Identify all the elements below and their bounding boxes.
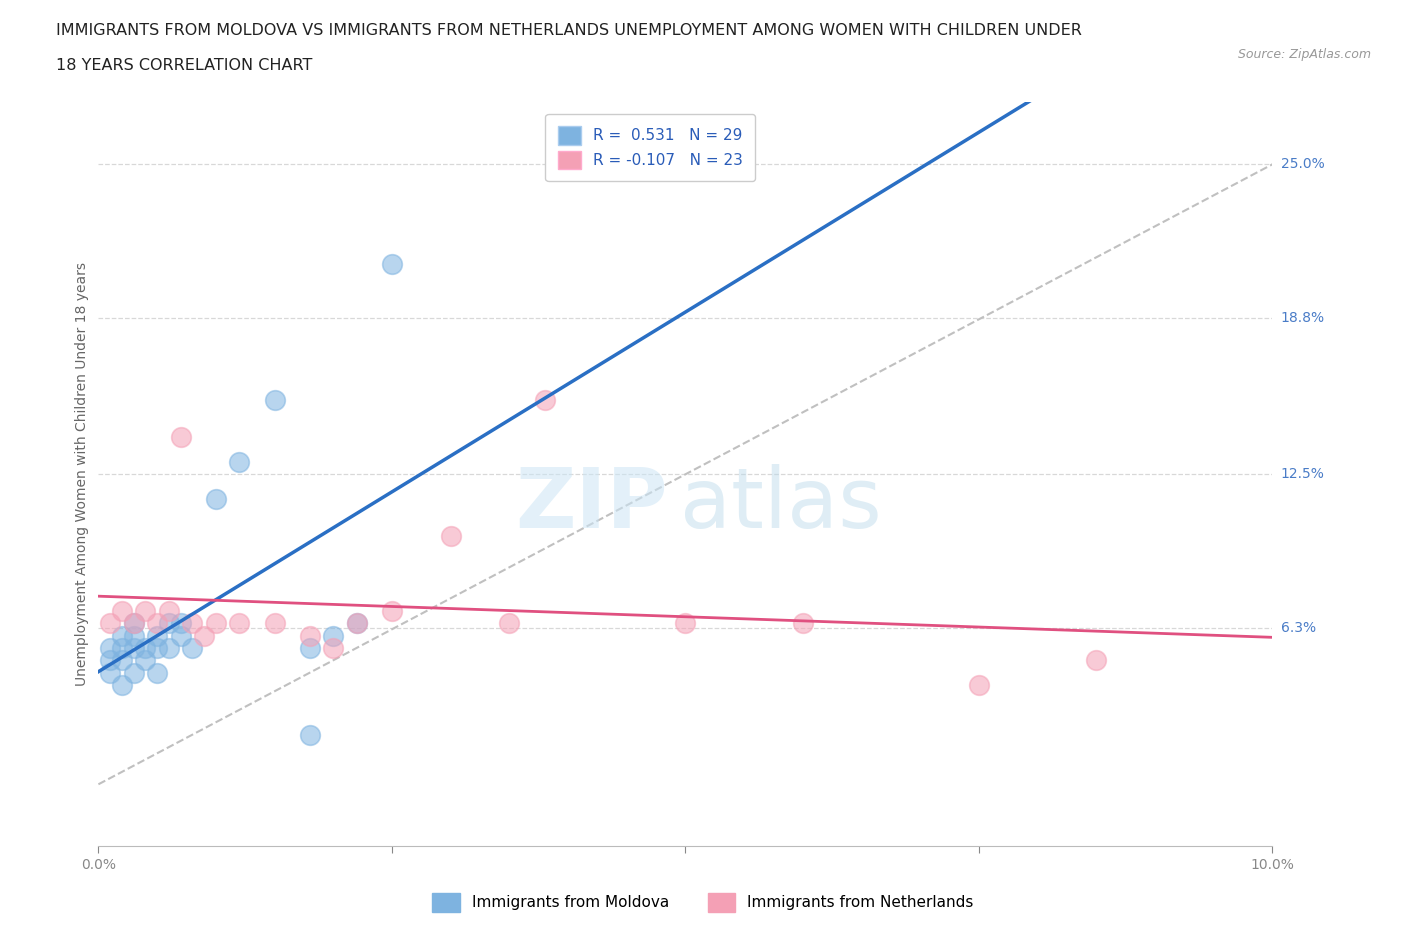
Point: [122, 616, 145, 631]
Point: [181, 616, 204, 631]
Point: [134, 641, 156, 656]
Point: [967, 678, 990, 693]
Point: [157, 604, 180, 618]
Point: [122, 641, 145, 656]
Point: [792, 616, 814, 631]
Point: [98, 641, 121, 656]
Point: [439, 529, 461, 544]
Point: [98, 653, 121, 668]
Y-axis label: Unemployment Among Women with Children Under 18 years: Unemployment Among Women with Children U…: [76, 262, 90, 686]
Point: [111, 628, 134, 643]
Point: [205, 492, 228, 507]
Text: Source: ZipAtlas.com: Source: ZipAtlas.com: [1237, 48, 1371, 61]
Point: [146, 628, 169, 643]
Point: [146, 641, 169, 656]
Text: ZIP: ZIP: [516, 463, 668, 545]
Point: [298, 628, 321, 643]
Point: [122, 616, 145, 631]
Legend: R =  0.531   N = 29, R = -0.107   N = 23: R = 0.531 N = 29, R = -0.107 N = 23: [546, 113, 755, 181]
Point: [122, 628, 145, 643]
Text: 25.0%: 25.0%: [1281, 157, 1324, 171]
Point: [157, 641, 180, 656]
Point: [228, 616, 250, 631]
Point: [346, 616, 368, 631]
Point: [298, 641, 321, 656]
Text: 18 YEARS CORRELATION CHART: 18 YEARS CORRELATION CHART: [56, 58, 312, 73]
Point: [193, 628, 215, 643]
Point: [98, 616, 121, 631]
Point: [146, 665, 169, 680]
Point: [98, 665, 121, 680]
Point: [346, 616, 368, 631]
Point: [381, 256, 404, 271]
Point: [134, 604, 156, 618]
Point: [498, 616, 520, 631]
Point: [146, 616, 169, 631]
Point: [111, 641, 134, 656]
Point: [111, 604, 134, 618]
Point: [111, 653, 134, 668]
Text: 12.5%: 12.5%: [1281, 467, 1324, 482]
Point: [533, 392, 555, 407]
Point: [169, 628, 191, 643]
Point: [111, 678, 134, 693]
Point: [205, 616, 228, 631]
Point: [1085, 653, 1108, 668]
Text: 18.8%: 18.8%: [1281, 311, 1324, 325]
Point: [322, 628, 344, 643]
Point: [263, 392, 285, 407]
Point: [675, 616, 697, 631]
Point: [169, 430, 191, 445]
Point: [322, 641, 344, 656]
Point: [298, 727, 321, 742]
Point: [134, 653, 156, 668]
Text: IMMIGRANTS FROM MOLDOVA VS IMMIGRANTS FROM NETHERLANDS UNEMPLOYMENT AMONG WOMEN : IMMIGRANTS FROM MOLDOVA VS IMMIGRANTS FR…: [56, 23, 1083, 38]
Text: 6.3%: 6.3%: [1281, 621, 1316, 635]
Point: [181, 641, 204, 656]
Point: [228, 455, 250, 470]
Point: [157, 616, 180, 631]
Point: [263, 616, 285, 631]
Point: [381, 604, 404, 618]
Legend: Immigrants from Moldova, Immigrants from Netherlands: Immigrants from Moldova, Immigrants from…: [426, 887, 980, 918]
Point: [169, 616, 191, 631]
Text: atlas: atlas: [679, 463, 882, 545]
Point: [122, 665, 145, 680]
